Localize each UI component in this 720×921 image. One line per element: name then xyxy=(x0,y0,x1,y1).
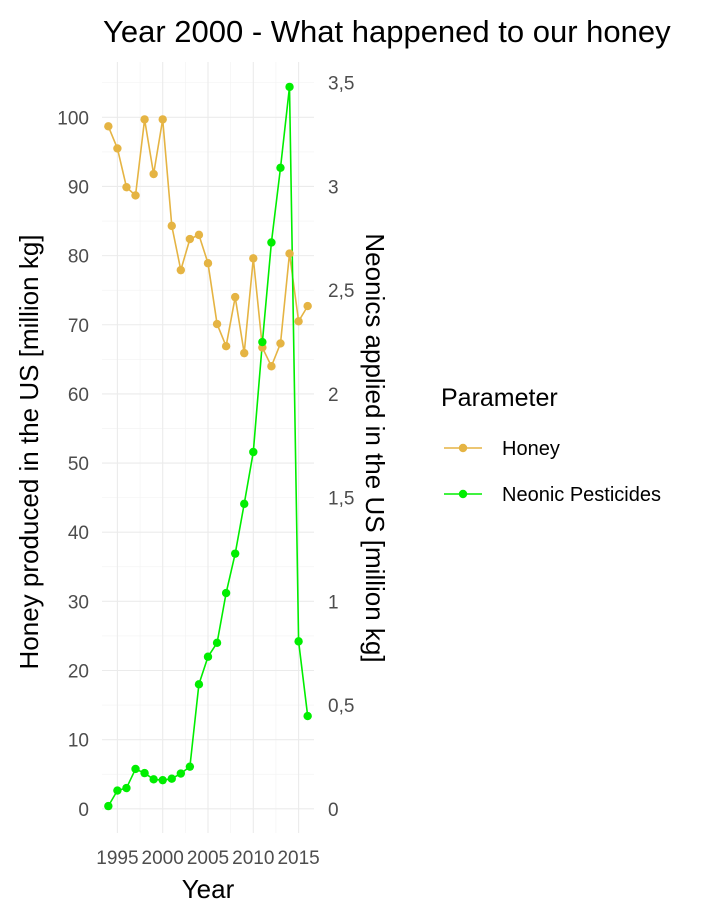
data-point-neonic-pesticides xyxy=(267,238,276,247)
y-right-tick-label: 0 xyxy=(328,800,339,821)
data-point-honey xyxy=(249,254,258,263)
data-point-honey xyxy=(194,230,204,240)
y-left-tick-label: 10 xyxy=(68,731,89,752)
data-point-neonic-pesticides xyxy=(131,764,140,774)
data-point-honey xyxy=(113,144,122,153)
legend-label-neonic-pesticides: Neonic Pesticides xyxy=(502,484,661,506)
data-point-neonic-pesticides xyxy=(158,775,167,785)
y-right-tick-label: 2 xyxy=(328,385,339,406)
y-left-tick-label: 40 xyxy=(68,523,89,544)
data-point-neonic-pesticides xyxy=(221,588,231,598)
axis-ticks: 0 10 20 30 40 50 60 70 80 90 100 0 0,5 1 1,5 2 2,5 3 3,5 19… xyxy=(57,74,354,869)
data-point-neonic-pesticides xyxy=(185,762,195,771)
data-point-honey xyxy=(212,319,222,329)
y-right-tick-label: 0,5 xyxy=(328,696,354,717)
data-point-honey xyxy=(140,115,149,124)
data-point-honey xyxy=(203,259,213,268)
data-point-honey xyxy=(240,348,249,358)
y-left-tick-label: 0 xyxy=(78,800,89,821)
y-right-tick-label: 1 xyxy=(328,592,339,613)
x-tick-label: 2000 xyxy=(142,848,184,869)
data-point-neonic-pesticides xyxy=(276,163,285,172)
data-point-neonic-pesticides xyxy=(176,769,186,778)
legend: Parameter Honey Neonic Pesticides xyxy=(441,384,661,506)
data-point-neonic-pesticides xyxy=(113,786,122,795)
x-tick-label: 2015 xyxy=(277,848,319,869)
data-point-neonic-pesticides xyxy=(212,638,222,648)
legend-key-point-honey xyxy=(458,443,468,453)
y-left-tick-label: 60 xyxy=(68,385,89,406)
series-points xyxy=(104,82,312,811)
data-point-neonic-pesticides xyxy=(167,774,176,783)
data-point-neonic-pesticides xyxy=(194,680,204,689)
data-point-neonic-pesticides xyxy=(249,447,258,457)
y-axis-right-label: Neonics applied in the US [million kg] xyxy=(360,233,390,662)
data-point-honey xyxy=(131,191,140,200)
data-point-neonic-pesticides xyxy=(203,652,213,661)
data-point-honey xyxy=(122,182,131,192)
data-point-neonic-pesticides xyxy=(258,337,267,347)
y-left-tick-label: 20 xyxy=(68,662,89,683)
y-right-tick-label: 3 xyxy=(328,177,339,198)
data-point-honey xyxy=(267,362,276,371)
data-point-neonic-pesticides xyxy=(104,801,113,811)
x-tick-label: 2010 xyxy=(232,848,274,869)
data-point-neonic-pesticides xyxy=(149,775,158,784)
legend-key-point-neonic-pesticides xyxy=(458,489,468,499)
data-point-honey xyxy=(176,265,186,275)
data-point-honey xyxy=(221,341,231,351)
data-point-neonic-pesticides xyxy=(240,499,249,509)
data-point-honey xyxy=(167,221,176,231)
data-point-neonic-pesticides xyxy=(140,768,149,778)
plot-grid xyxy=(102,62,314,833)
chart-title: Year 2000 - What happened to our honey xyxy=(103,14,671,49)
data-point-neonic-pesticides xyxy=(294,637,303,646)
y-left-tick-label: 30 xyxy=(68,592,89,613)
legend-keys xyxy=(444,443,482,499)
data-point-honey xyxy=(276,339,285,348)
data-point-neonic-pesticides xyxy=(303,711,312,721)
y-left-tick-label: 50 xyxy=(68,454,89,475)
x-tick-label: 1995 xyxy=(96,848,138,869)
data-point-honey xyxy=(158,115,167,124)
y-left-tick-label: 90 xyxy=(68,177,89,198)
y-left-tick-label: 80 xyxy=(68,247,89,268)
x-tick-label: 2005 xyxy=(187,848,229,869)
data-point-neonic-pesticides xyxy=(285,82,294,92)
data-point-honey xyxy=(104,122,113,131)
data-point-honey xyxy=(185,234,195,244)
data-point-neonic-pesticides xyxy=(230,549,240,558)
y-right-tick-label: 2,5 xyxy=(328,281,354,302)
data-point-honey xyxy=(294,317,303,326)
x-axis-label: Year xyxy=(182,874,235,904)
legend-label-honey: Honey xyxy=(502,438,560,460)
y-axis-left-label: Honey produced in the US [million kg] xyxy=(14,234,44,669)
y-left-tick-label: 100 xyxy=(57,108,89,129)
data-point-neonic-pesticides xyxy=(122,783,131,793)
y-right-tick-label: 3,5 xyxy=(328,74,354,95)
y-left-tick-label: 70 xyxy=(68,316,89,337)
data-point-honey xyxy=(230,292,240,302)
y-right-tick-label: 1,5 xyxy=(328,489,354,510)
legend-title: Parameter xyxy=(441,384,558,412)
data-point-honey xyxy=(285,249,294,258)
data-point-honey xyxy=(303,301,312,311)
data-point-honey xyxy=(149,169,158,179)
